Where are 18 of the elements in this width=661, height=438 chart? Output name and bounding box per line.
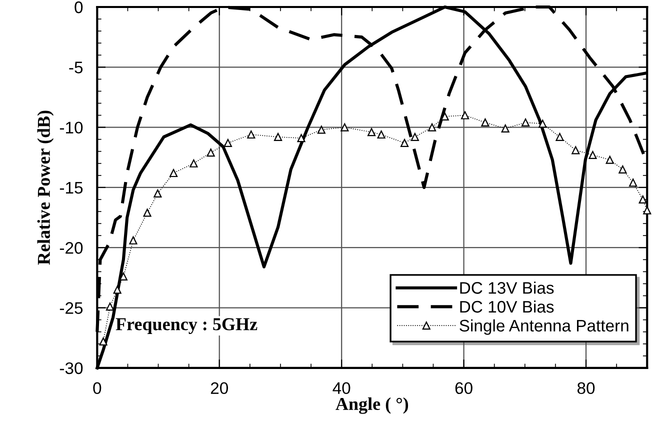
x-axis-title: Angle ( °) xyxy=(336,397,408,414)
x-tick-label: 0 xyxy=(93,382,102,394)
y-tick-label: -25 xyxy=(60,302,83,314)
y-tick-label: 0 xyxy=(74,1,83,14)
annotation: Frequency : 5GHz xyxy=(116,318,258,334)
legend-label: Single Antenna Pattern xyxy=(460,319,628,335)
x-tick-label: 60 xyxy=(455,382,472,394)
x-tick-label: 20 xyxy=(210,382,228,394)
y-tick-label: -10 xyxy=(60,122,83,134)
legend-label: DC 10V Bias xyxy=(460,300,554,313)
x-tick-label: 40 xyxy=(332,382,350,394)
y-axis-title: Relative Power (dB) xyxy=(37,110,54,265)
legend-label: DC 13V Bias xyxy=(460,282,554,294)
y-tick-label: -20 xyxy=(60,242,83,254)
y-tick-label: -30 xyxy=(60,362,83,374)
y-tick-label: -15 xyxy=(60,182,83,194)
x-tick-label: 80 xyxy=(577,382,595,394)
y-tick-label: -5 xyxy=(69,62,83,74)
